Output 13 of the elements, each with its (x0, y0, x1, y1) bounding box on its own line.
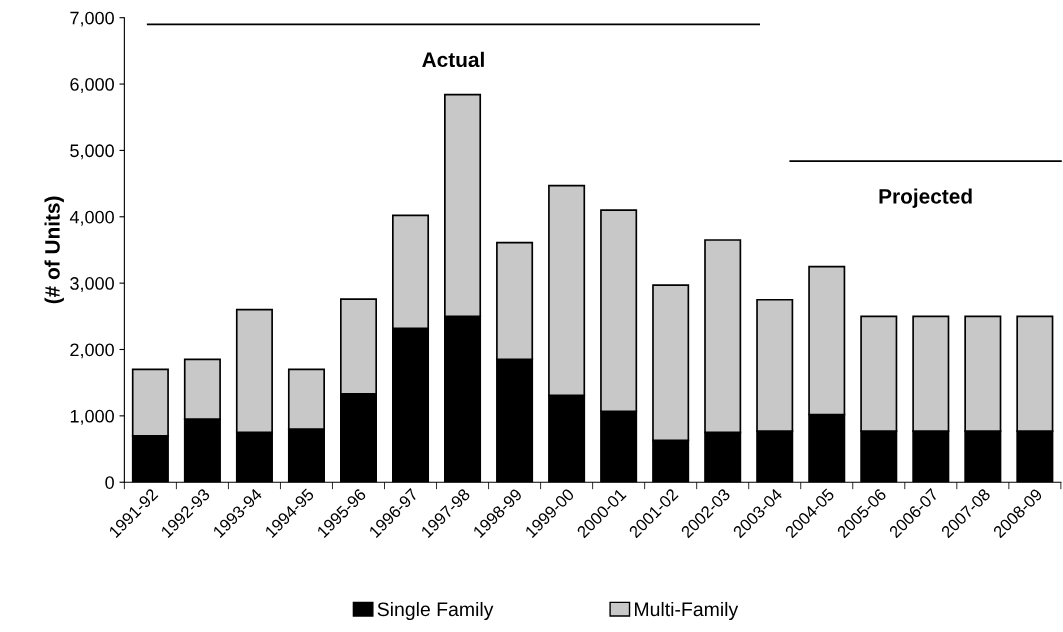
y-tick-label: 6,000 (70, 77, 114, 93)
y-axis-title: (# of Units) (44, 196, 64, 304)
y-tick-label: 7,000 (70, 11, 114, 27)
ref-line-label: Actual (422, 51, 484, 68)
y-tick-label: 5,000 (70, 144, 114, 160)
y-tick-label: 3,000 (70, 277, 114, 292)
ref-line-label: Projected (879, 188, 972, 208)
legend-label: Multi-Family (635, 601, 739, 621)
legend-label: Single Family (377, 601, 494, 621)
y-tick-label: 4,000 (69, 210, 114, 226)
y-tick-label: 0 (105, 476, 114, 489)
y-tick-label: 1,000 (70, 409, 114, 425)
y-tick-label: 2,000 (70, 343, 114, 359)
